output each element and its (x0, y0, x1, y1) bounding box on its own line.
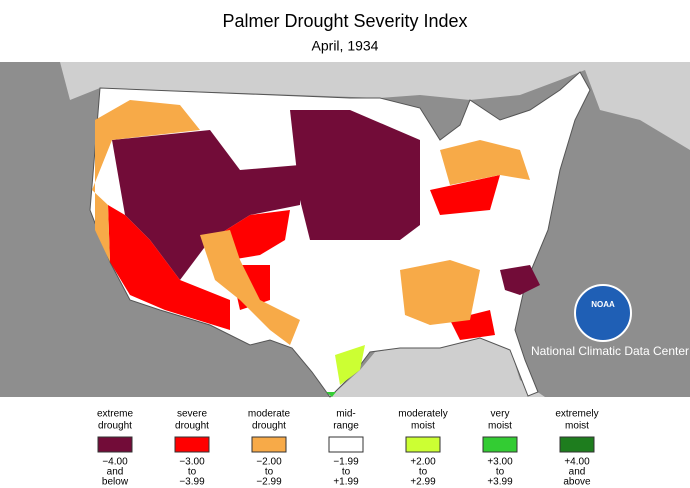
legend-swatch (559, 436, 595, 453)
legend-range: −3.99 (179, 477, 205, 488)
drought-area (108, 205, 230, 330)
drought-area (430, 175, 500, 215)
drought-area (400, 260, 480, 325)
drought-area (500, 265, 540, 295)
drought-area (112, 130, 300, 280)
legend-range: +2.99 (410, 477, 436, 488)
moist-area (335, 345, 365, 385)
legend-label: moderately (398, 409, 447, 420)
legend-range: below (102, 477, 129, 488)
legend-range: −2.99 (256, 477, 282, 488)
legend-range: +2.00 (410, 457, 436, 468)
legend-label: extremely (555, 409, 598, 420)
map: NOAA National Climatic Data Center (0, 62, 690, 398)
legend-range: −4.00 (102, 457, 128, 468)
legend-range: and (569, 467, 586, 478)
drought-area (440, 140, 530, 185)
legend-label: severe (177, 409, 207, 420)
legend-swatch (405, 436, 441, 453)
credit: National Climatic Data Center (531, 344, 689, 358)
legend-range: +1.99 (333, 477, 359, 488)
legend-label: drought (252, 421, 286, 432)
legend: extremedrought−4.00andbelowseveredrought… (97, 409, 599, 488)
legend-range: to (496, 467, 505, 478)
legend-range: above (563, 477, 591, 488)
legend-range: −2.00 (256, 457, 282, 468)
legend-label: range (333, 421, 359, 432)
moist-area (326, 392, 336, 397)
drought-area (92, 100, 200, 262)
legend-label: moist (411, 421, 435, 432)
legend-range: to (265, 467, 274, 478)
drought-area (290, 110, 420, 240)
legend-range: +3.00 (487, 457, 513, 468)
legend-range: −3.00 (179, 457, 205, 468)
legend-swatch (482, 436, 518, 453)
legend-swatch (251, 436, 287, 453)
legend-label: extreme (97, 409, 134, 420)
legend-range: to (419, 467, 428, 478)
legend-swatch (97, 436, 133, 453)
legend-label: drought (175, 421, 209, 432)
legend-range: to (342, 467, 351, 478)
legend-range: and (107, 467, 124, 478)
legend-range: −1.99 (333, 457, 359, 468)
legend-range: to (188, 467, 197, 478)
legend-label: moist (488, 421, 512, 432)
legend-label: drought (98, 421, 132, 432)
drought-area (200, 230, 300, 345)
legend-label: very (491, 409, 510, 420)
logo-text: NOAA (591, 300, 615, 309)
subtitle: April, 1934 (312, 38, 379, 54)
legend-label: moderate (248, 409, 291, 420)
legend-label: moist (565, 421, 589, 432)
legend-range: +3.99 (487, 477, 513, 488)
legend-swatch (328, 436, 364, 453)
canada (60, 62, 690, 150)
logo (574, 284, 632, 342)
legend-label: mid- (336, 409, 355, 420)
legend-swatch (174, 436, 210, 453)
title: Palmer Drought Severity Index (222, 11, 467, 31)
mexico-cuba (330, 338, 545, 397)
legend-range: +4.00 (564, 457, 590, 468)
